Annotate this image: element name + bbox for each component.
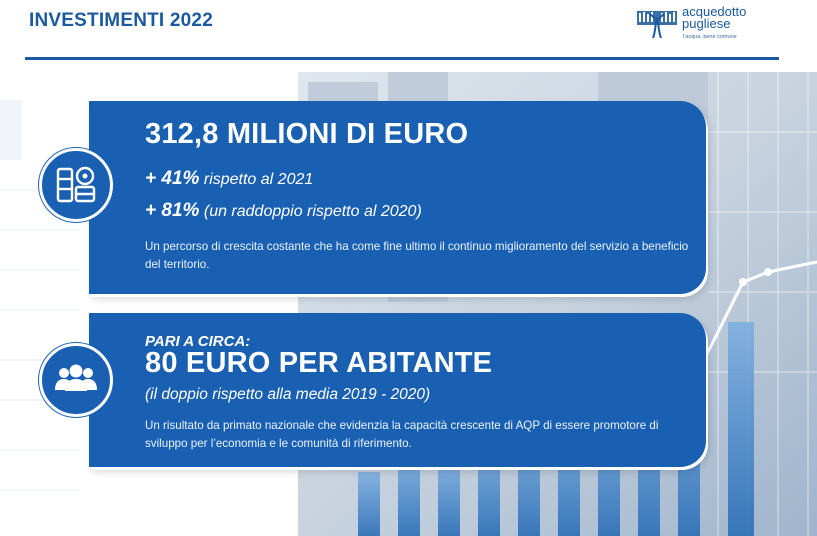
logo-name: acquedotto pugliese (682, 4, 747, 31)
per-capita-panel: PARI A CIRCA: 80 EURO PER ABITANTE (il d… (89, 313, 706, 467)
per-capita-title: 80 EURO PER ABITANTE (145, 347, 493, 379)
growth-vs-2021: + 41% rispetto al 2021 (145, 168, 313, 190)
growth-2021-text: rispetto al 2021 (203, 171, 314, 188)
logo-tagline: l'acqua, bene comune (683, 34, 737, 40)
growth-vs-2020: + 81% (un raddoppio rispetto al 2020) (145, 200, 422, 222)
investments-icon (56, 166, 96, 203)
tree-logo-icon (637, 11, 677, 39)
per-capita-description: Un risultato da primato nazionale che ev… (145, 419, 659, 450)
investment-total-title: 312,8 MILIONI DI EURO (145, 118, 469, 150)
investment-description: Un percorso di crescita costante che ha … (145, 240, 689, 271)
investments-icon-badge (39, 148, 113, 222)
per-capita-subtitle: (il doppio rispetto alla media 2019 - 20… (145, 386, 431, 403)
investments-panel: 312,8 MILIONI DI EURO + 41% rispetto al … (89, 101, 706, 294)
growth-2021-value: + 41% (145, 168, 200, 189)
people-icon (55, 364, 97, 391)
growth-2020-value: + 81% (145, 200, 200, 221)
people-icon-badge (39, 343, 113, 417)
header-divider (25, 57, 779, 60)
page-title: INVESTIMENTI 2022 (29, 10, 213, 31)
per-capita-kicker: PARI A CIRCA: (145, 333, 251, 350)
company-logo: acquedotto pugliese l'acqua, bene comune (636, 4, 801, 48)
growth-2020-text: (un raddoppio rispetto al 2020) (203, 203, 422, 220)
